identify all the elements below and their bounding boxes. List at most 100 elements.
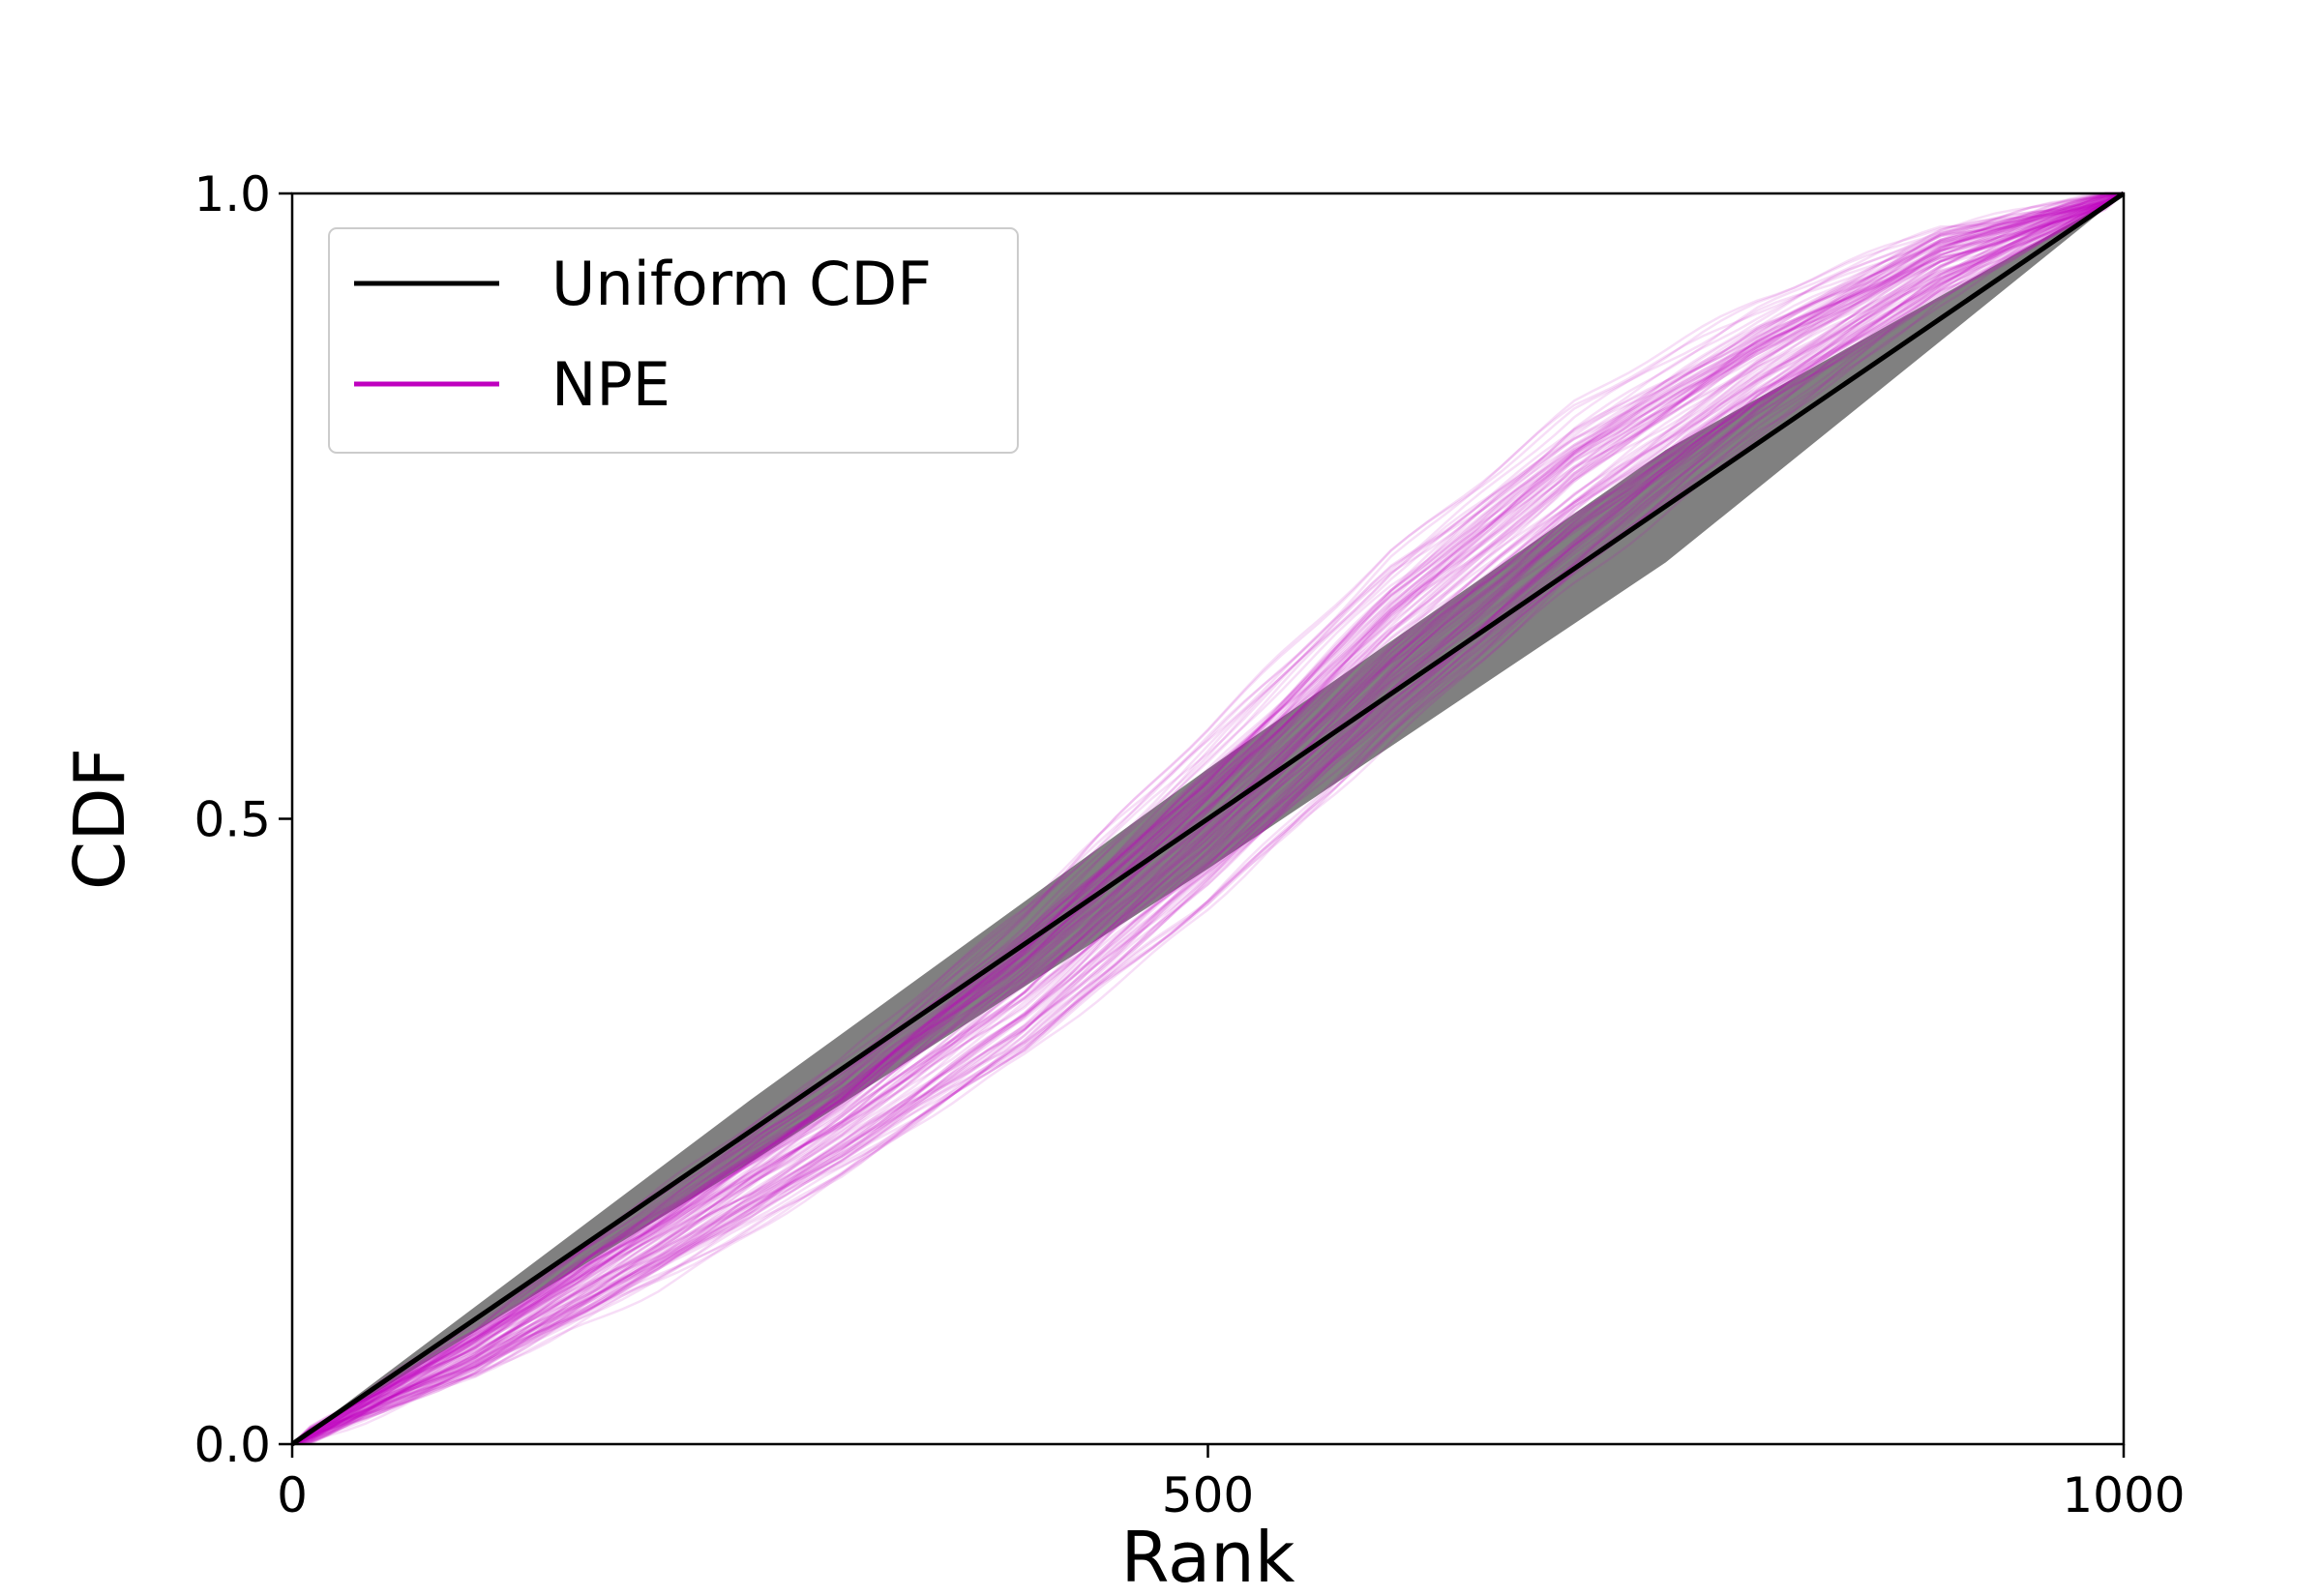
npe-line	[291, 192, 2125, 1446]
npe-line	[291, 192, 2125, 1446]
npe-line	[291, 192, 2125, 1446]
npe-line	[291, 192, 2125, 1446]
npe-line	[291, 192, 2125, 1446]
npe-line	[291, 192, 2125, 1446]
npe-line	[291, 192, 2125, 1446]
npe-line	[291, 192, 2124, 1446]
npe-line	[291, 192, 2125, 1446]
npe-line	[291, 192, 2125, 1446]
npe-line	[291, 192, 2124, 1446]
npe-line	[291, 192, 2125, 1446]
npe-line	[291, 192, 2125, 1446]
npe-line	[291, 192, 2125, 1446]
npe-line	[291, 192, 2125, 1446]
x-axis-title: Rank	[1121, 1517, 1295, 1596]
npe-line	[291, 192, 2125, 1445]
npe-line	[291, 192, 2125, 1446]
npe-line	[291, 192, 2125, 1446]
npe-line	[291, 192, 2124, 1446]
npe-line	[291, 192, 2125, 1446]
npe-line	[291, 192, 2125, 1446]
legend-label-npe: NPE	[551, 349, 670, 420]
npe-line	[291, 192, 2125, 1445]
x-tick-label: 1000	[2062, 1467, 2185, 1523]
npe-line	[291, 192, 2125, 1446]
npe-line	[291, 192, 2125, 1446]
npe-line	[291, 192, 2125, 1446]
y-axis-title: CDF	[59, 748, 140, 890]
npe-line	[291, 192, 2124, 1446]
npe-line	[291, 192, 2125, 1446]
npe-line	[291, 192, 2125, 1446]
npe-line	[291, 192, 2125, 1446]
y-tick-label: 1.0	[194, 166, 271, 222]
npe-line	[291, 192, 2125, 1446]
npe-line	[291, 192, 2125, 1446]
npe-line	[291, 192, 2125, 1446]
plot-area	[290, 191, 2126, 1447]
npe-line	[291, 192, 2125, 1446]
npe-line	[291, 192, 2125, 1446]
npe-line	[291, 192, 2125, 1446]
npe-line	[291, 192, 2125, 1446]
npe-line	[291, 192, 2125, 1446]
npe-line	[291, 192, 2125, 1446]
npe-line	[291, 192, 2125, 1446]
legend-box	[328, 227, 1019, 454]
npe-line	[291, 192, 2125, 1446]
y-tick-label: 0.0	[194, 1417, 271, 1473]
npe-line	[291, 192, 2124, 1445]
npe-line	[291, 192, 2125, 1446]
npe-line	[291, 192, 2125, 1446]
npe-line	[291, 192, 2125, 1446]
npe-line	[291, 192, 2125, 1445]
legend-label-uniform-cdf: Uniform CDF	[551, 249, 932, 319]
npe-line	[291, 192, 2125, 1446]
npe-line	[291, 192, 2124, 1446]
npe-line	[291, 192, 2125, 1446]
uniform-cdf-line	[290, 191, 2126, 1447]
x-tick-label: 500	[1162, 1467, 1254, 1523]
npe-line	[291, 192, 2125, 1446]
npe-line	[291, 192, 2125, 1446]
npe-line	[291, 192, 2125, 1445]
npe-line	[291, 192, 2125, 1446]
npe-line	[291, 192, 2124, 1445]
npe-line	[291, 192, 2124, 1446]
npe-line	[291, 192, 2125, 1445]
npe-line	[291, 192, 2125, 1446]
npe-line	[291, 192, 2125, 1445]
npe-line	[291, 192, 2125, 1446]
npe-line	[291, 192, 2125, 1446]
npe-line	[291, 192, 2125, 1445]
npe-line	[291, 192, 2125, 1446]
npe-line	[291, 192, 2125, 1445]
npe-line	[291, 192, 2125, 1446]
npe-line	[291, 192, 2125, 1446]
npe-line	[291, 192, 2125, 1446]
npe-line	[291, 192, 2125, 1446]
npe-line	[291, 192, 2125, 1446]
npe-line	[291, 192, 2125, 1445]
npe-line	[291, 192, 2125, 1446]
legend: Uniform CDF NPE	[328, 227, 1019, 454]
npe-line	[291, 192, 2125, 1446]
npe-line	[291, 192, 2125, 1446]
npe-line	[291, 192, 2125, 1445]
npe-line	[291, 192, 2125, 1446]
npe-line	[291, 192, 2125, 1446]
axis-ticks: 0 500 1000 0.0 0.5 1.0	[194, 166, 2185, 1523]
npe-line	[291, 192, 2125, 1446]
npe-line	[291, 192, 2125, 1445]
npe-line	[291, 192, 2125, 1446]
x-tick-label: 0	[277, 1467, 308, 1523]
npe-line	[291, 192, 2125, 1446]
npe-line	[291, 192, 2125, 1446]
y-tick-label: 0.5	[194, 792, 271, 848]
npe-line	[291, 192, 2125, 1445]
npe-line	[291, 192, 2125, 1446]
npe-line	[291, 192, 2125, 1445]
npe-line	[291, 192, 2125, 1446]
npe-line	[291, 192, 2125, 1445]
